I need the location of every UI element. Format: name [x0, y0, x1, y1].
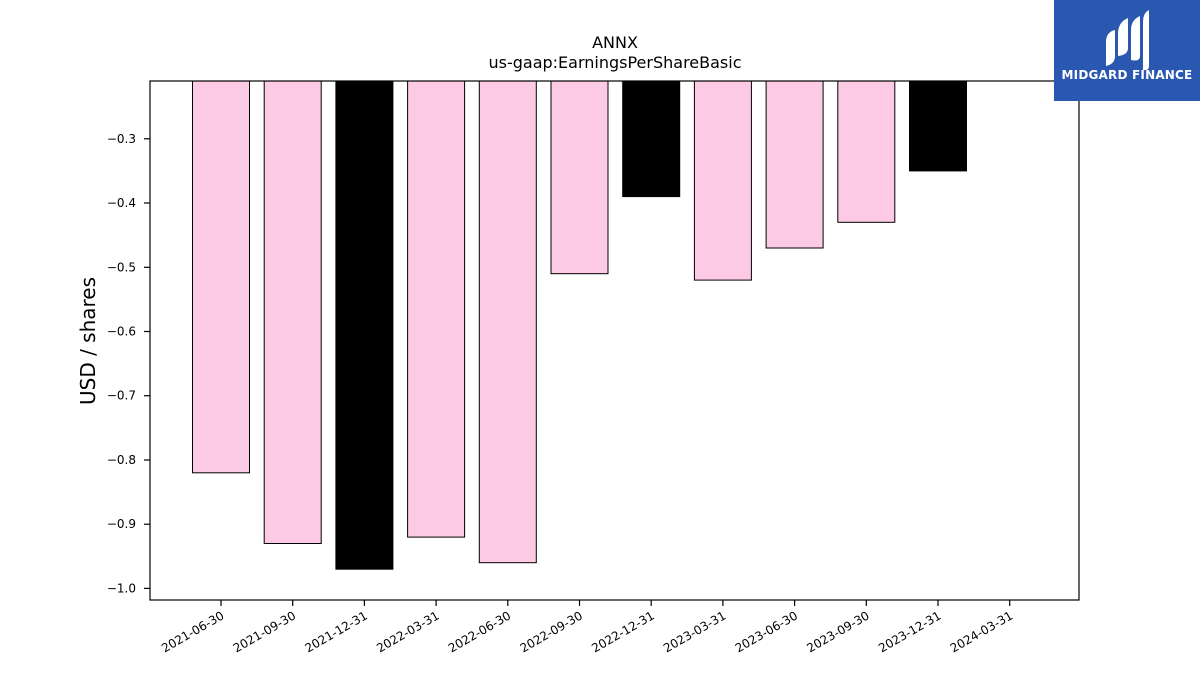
bar-2021-09-30	[263, 80, 322, 544]
x-tick-label: 2021-12-31	[302, 608, 369, 655]
x-tick-label: 2023-03-31	[661, 608, 728, 655]
x-tick-label: 2022-03-31	[374, 608, 441, 655]
y-axis-label: USD / shares	[76, 277, 100, 405]
bar-2023-12-31	[909, 80, 967, 172]
x-tick-label: 2023-12-31	[876, 608, 943, 655]
x-tick-label: 2023-06-30	[733, 608, 800, 655]
x-tick-label: 2022-09-30	[518, 608, 585, 655]
bar-2022-09-30	[550, 80, 609, 275]
chart-subtitle: us-gaap:EarningsPerShareBasic	[488, 53, 741, 72]
midgard-finance-logo: MIDGARD FINANCE	[1054, 0, 1200, 101]
chart-title: ANNX	[592, 33, 638, 52]
bar-2021-12-31	[335, 80, 394, 570]
y-tick-label: −0.6	[107, 325, 136, 339]
bars-layer	[192, 80, 967, 570]
y-tick-label: −0.3	[107, 132, 136, 146]
y-tick-label: −0.5	[107, 260, 136, 274]
y-axis: −0.3 −0.4 −0.5 −0.6 −0.7 −0.8 −0.9 −1.0	[107, 132, 150, 595]
x-tick-label: 2021-09-30	[231, 608, 298, 655]
y-tick-label: −0.9	[107, 517, 136, 531]
x-tick-label: 2024-03-31	[948, 608, 1015, 655]
bar-2023-09-30	[837, 80, 896, 223]
y-tick-label: −0.8	[107, 453, 136, 467]
x-axis: 2021-06-30 2021-09-30 2021-12-31 2022-03-31…	[159, 600, 1015, 655]
y-tick-label: −1.0	[107, 581, 136, 595]
brand-name: MIDGARD FINANCE	[1061, 68, 1193, 82]
x-tick-label: 2023-09-30	[804, 608, 871, 655]
x-tick-label: 2021-06-30	[159, 608, 226, 655]
bar-2022-12-31	[622, 80, 681, 198]
plot-frame	[149, 80, 1080, 601]
bar-2022-03-31	[407, 80, 466, 538]
x-tick-label: 2022-06-30	[446, 608, 513, 655]
bar-2023-03-31	[693, 80, 752, 281]
midgard-logo-icon	[1106, 10, 1149, 71]
y-tick-label: −0.4	[107, 196, 136, 210]
bar-2021-06-30	[192, 80, 250, 474]
bar-2023-06-30	[765, 80, 824, 249]
y-tick-label: −0.7	[107, 389, 136, 403]
x-tick-label: 2022-12-31	[589, 608, 656, 655]
bar-2022-06-30	[478, 80, 537, 564]
